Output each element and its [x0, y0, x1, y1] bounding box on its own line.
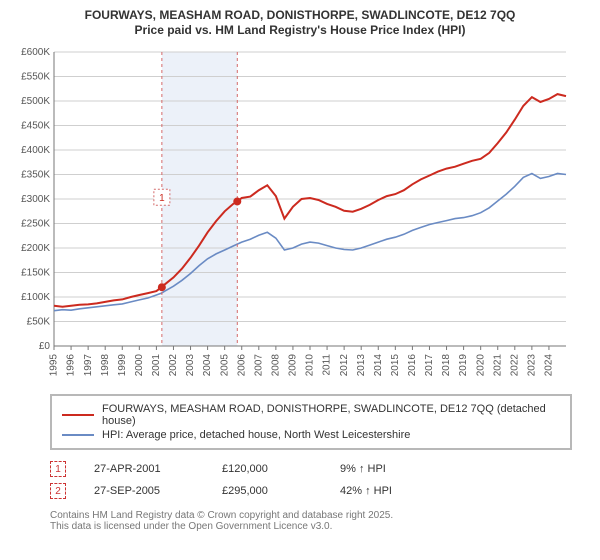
note-price: £295,000	[222, 485, 312, 497]
svg-text:1998: 1998	[100, 354, 111, 377]
price-chart: £0 £50K £100K £150K £200K £250K £300K £350K £400…	[12, 46, 588, 386]
page-title: FOURWAYS, MEASHAM ROAD, DONISTHORPE, SWA…	[12, 8, 588, 38]
svg-text:£0: £0	[39, 341, 51, 352]
note-row: 1 27-APR-2001 £120,000 9% ↑ HPI	[50, 458, 588, 480]
svg-text:2015: 2015	[390, 354, 401, 377]
svg-text:2004: 2004	[202, 354, 213, 377]
svg-text:£600K: £600K	[21, 47, 50, 58]
svg-text:2000: 2000	[134, 354, 145, 377]
svg-text:2006: 2006	[236, 354, 247, 377]
note-date: 27-SEP-2005	[94, 485, 194, 497]
chart-legend: FOURWAYS, MEASHAM ROAD, DONISTHORPE, SWA…	[50, 394, 572, 450]
svg-text:1: 1	[159, 193, 165, 204]
svg-text:2012: 2012	[339, 354, 350, 377]
svg-text:1995: 1995	[49, 354, 60, 377]
svg-text:2002: 2002	[168, 354, 179, 377]
title-line-2: Price paid vs. HM Land Registry's House …	[12, 23, 588, 38]
transaction-notes: 1 27-APR-2001 £120,000 9% ↑ HPI 2 27-SEP…	[50, 458, 588, 502]
svg-text:2010: 2010	[305, 354, 316, 377]
svg-text:2016: 2016	[407, 354, 418, 377]
legend-row: FOURWAYS, MEASHAM ROAD, DONISTHORPE, SWA…	[62, 402, 560, 428]
legend-label: FOURWAYS, MEASHAM ROAD, DONISTHORPE, SWA…	[102, 403, 560, 427]
note-date: 27-APR-2001	[94, 463, 194, 475]
svg-text:2021: 2021	[492, 354, 503, 377]
svg-text:2011: 2011	[322, 354, 333, 376]
svg-text:2009: 2009	[288, 354, 299, 377]
svg-text:2003: 2003	[185, 354, 196, 377]
svg-text:£250K: £250K	[21, 219, 50, 230]
svg-text:2024: 2024	[544, 354, 555, 377]
svg-text:2017: 2017	[424, 354, 435, 377]
svg-text:£500K: £500K	[21, 96, 50, 107]
svg-text:£450K: £450K	[21, 121, 50, 132]
svg-text:2022: 2022	[509, 354, 520, 377]
note-marker: 2	[50, 483, 66, 499]
svg-text:2018: 2018	[441, 354, 452, 377]
note-price: £120,000	[222, 463, 312, 475]
svg-text:£150K: £150K	[21, 268, 50, 279]
legend-label: HPI: Average price, detached house, Nort…	[102, 429, 410, 441]
legend-row: HPI: Average price, detached house, Nort…	[62, 428, 560, 442]
svg-text:2001: 2001	[151, 354, 162, 377]
note-delta: 42% ↑ HPI	[340, 485, 392, 497]
note-row: 2 27-SEP-2005 £295,000 42% ↑ HPI	[50, 480, 588, 502]
svg-text:2020: 2020	[475, 354, 486, 377]
svg-text:£100K: £100K	[21, 292, 50, 303]
svg-text:1996: 1996	[66, 354, 77, 377]
svg-text:2014: 2014	[373, 354, 384, 377]
svg-text:2019: 2019	[458, 354, 469, 377]
svg-text:2005: 2005	[219, 354, 230, 377]
legend-swatch	[62, 414, 94, 416]
svg-text:1999: 1999	[117, 354, 128, 377]
chart-svg: £0 £50K £100K £150K £200K £250K £300K £350K £400…	[12, 46, 572, 386]
svg-text:2008: 2008	[271, 354, 282, 377]
svg-text:£50K: £50K	[27, 317, 51, 328]
svg-text:2007: 2007	[253, 354, 264, 377]
svg-text:£300K: £300K	[21, 194, 50, 205]
svg-text:£400K: £400K	[21, 145, 50, 156]
svg-text:1997: 1997	[83, 354, 94, 377]
svg-text:£550K: £550K	[21, 72, 50, 83]
svg-text:2023: 2023	[527, 354, 538, 377]
svg-text:£350K: £350K	[21, 170, 50, 181]
svg-text:£200K: £200K	[21, 243, 50, 254]
note-delta: 9% ↑ HPI	[340, 463, 386, 475]
svg-text:2013: 2013	[356, 354, 367, 377]
title-line-1: FOURWAYS, MEASHAM ROAD, DONISTHORPE, SWA…	[12, 8, 588, 23]
legend-swatch	[62, 434, 94, 436]
note-marker: 1	[50, 461, 66, 477]
data-credit: Contains HM Land Registry data © Crown c…	[50, 510, 588, 532]
